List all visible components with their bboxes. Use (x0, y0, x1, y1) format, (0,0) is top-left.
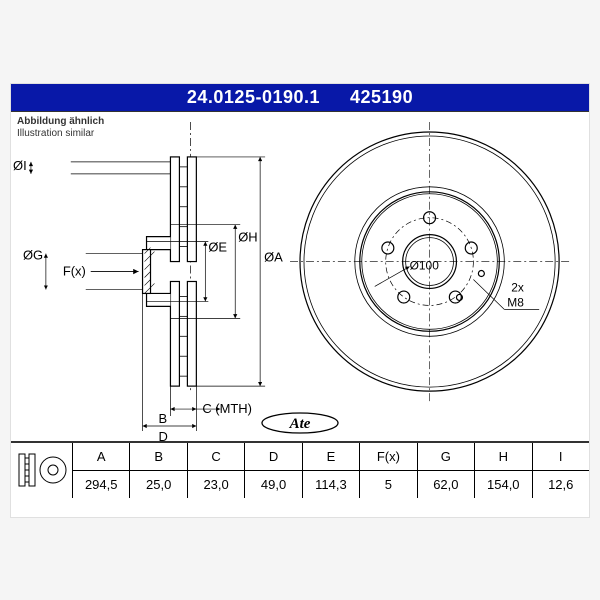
spec-value-cell: 49,0 (245, 471, 301, 498)
spec-header-cell: D (245, 443, 301, 471)
spec-col: H154,0 (475, 443, 532, 498)
spec-table: A294,5B25,0C23,0D49,0E114,3F(x)5G62,0H15… (11, 442, 589, 498)
spec-col: E114,3 (303, 443, 360, 498)
spec-value-cell: 154,0 (475, 471, 531, 498)
spec-value-cell: 23,0 (188, 471, 244, 498)
short-code: 425190 (350, 87, 413, 108)
bolt-hole (449, 291, 461, 303)
brand-logo: Ate (260, 411, 340, 435)
header-bar: 24.0125-0190.1 425190 (11, 84, 589, 112)
spec-value-cell: 294,5 (73, 471, 129, 498)
thread-hole (478, 270, 484, 276)
drawing-area: Abbildung ähnlich Illustration similar (11, 112, 589, 442)
spec-header-cell: H (475, 443, 531, 471)
bolt-hole (398, 291, 410, 303)
dim-label-A: ØA (264, 249, 283, 264)
spec-col: F(x)5 (360, 443, 417, 498)
spec-value-cell: 62,0 (418, 471, 474, 498)
dim-label-E: ØE (208, 239, 227, 254)
dim-label-C: C (MTH) (202, 401, 252, 416)
part-number: 24.0125-0190.1 (187, 87, 320, 108)
bolt-hole (382, 242, 394, 254)
spec-col: B25,0 (130, 443, 187, 498)
spec-value-cell: 12,6 (533, 471, 589, 498)
thread-count-label: 2x (511, 280, 524, 294)
thread-label: M8 (507, 295, 524, 309)
svg-text:Ate: Ate (289, 416, 311, 432)
dim-label-G: ØG (23, 247, 43, 262)
spec-header-cell: E (303, 443, 359, 471)
bolt-circle-label: Ø100 (410, 258, 440, 272)
spec-value-cell: 5 (360, 471, 416, 498)
spec-header-cell: F(x) (360, 443, 416, 471)
spec-header-cell: C (188, 443, 244, 471)
spec-header-cell: I (533, 443, 589, 471)
spec-col: G62,0 (418, 443, 475, 498)
dim-label-D: D (158, 428, 167, 440)
dim-label-B: B (158, 410, 167, 425)
spec-col: I12,6 (533, 443, 589, 498)
dim-label-I: ØI (13, 157, 27, 172)
dim-label-Fx: F(x) (63, 263, 86, 278)
spec-col: A294,5 (73, 443, 130, 498)
dim-label-H: ØH (238, 229, 257, 244)
spec-col: C23,0 (188, 443, 245, 498)
spec-header-cell: B (130, 443, 186, 471)
spec-header-cell: A (73, 443, 129, 471)
spec-header-cell: G (418, 443, 474, 471)
technical-drawing: ØI ØG ØE ØH ØA F(x) B C (MTH) D (11, 112, 589, 441)
disc-thumbnail (11, 443, 73, 498)
spec-value-cell: 25,0 (130, 471, 186, 498)
spec-col: D49,0 (245, 443, 302, 498)
spec-value-cell: 114,3 (303, 471, 359, 498)
spec-sheet: 24.0125-0190.1 425190 Abbildung ähnlich … (10, 83, 590, 518)
